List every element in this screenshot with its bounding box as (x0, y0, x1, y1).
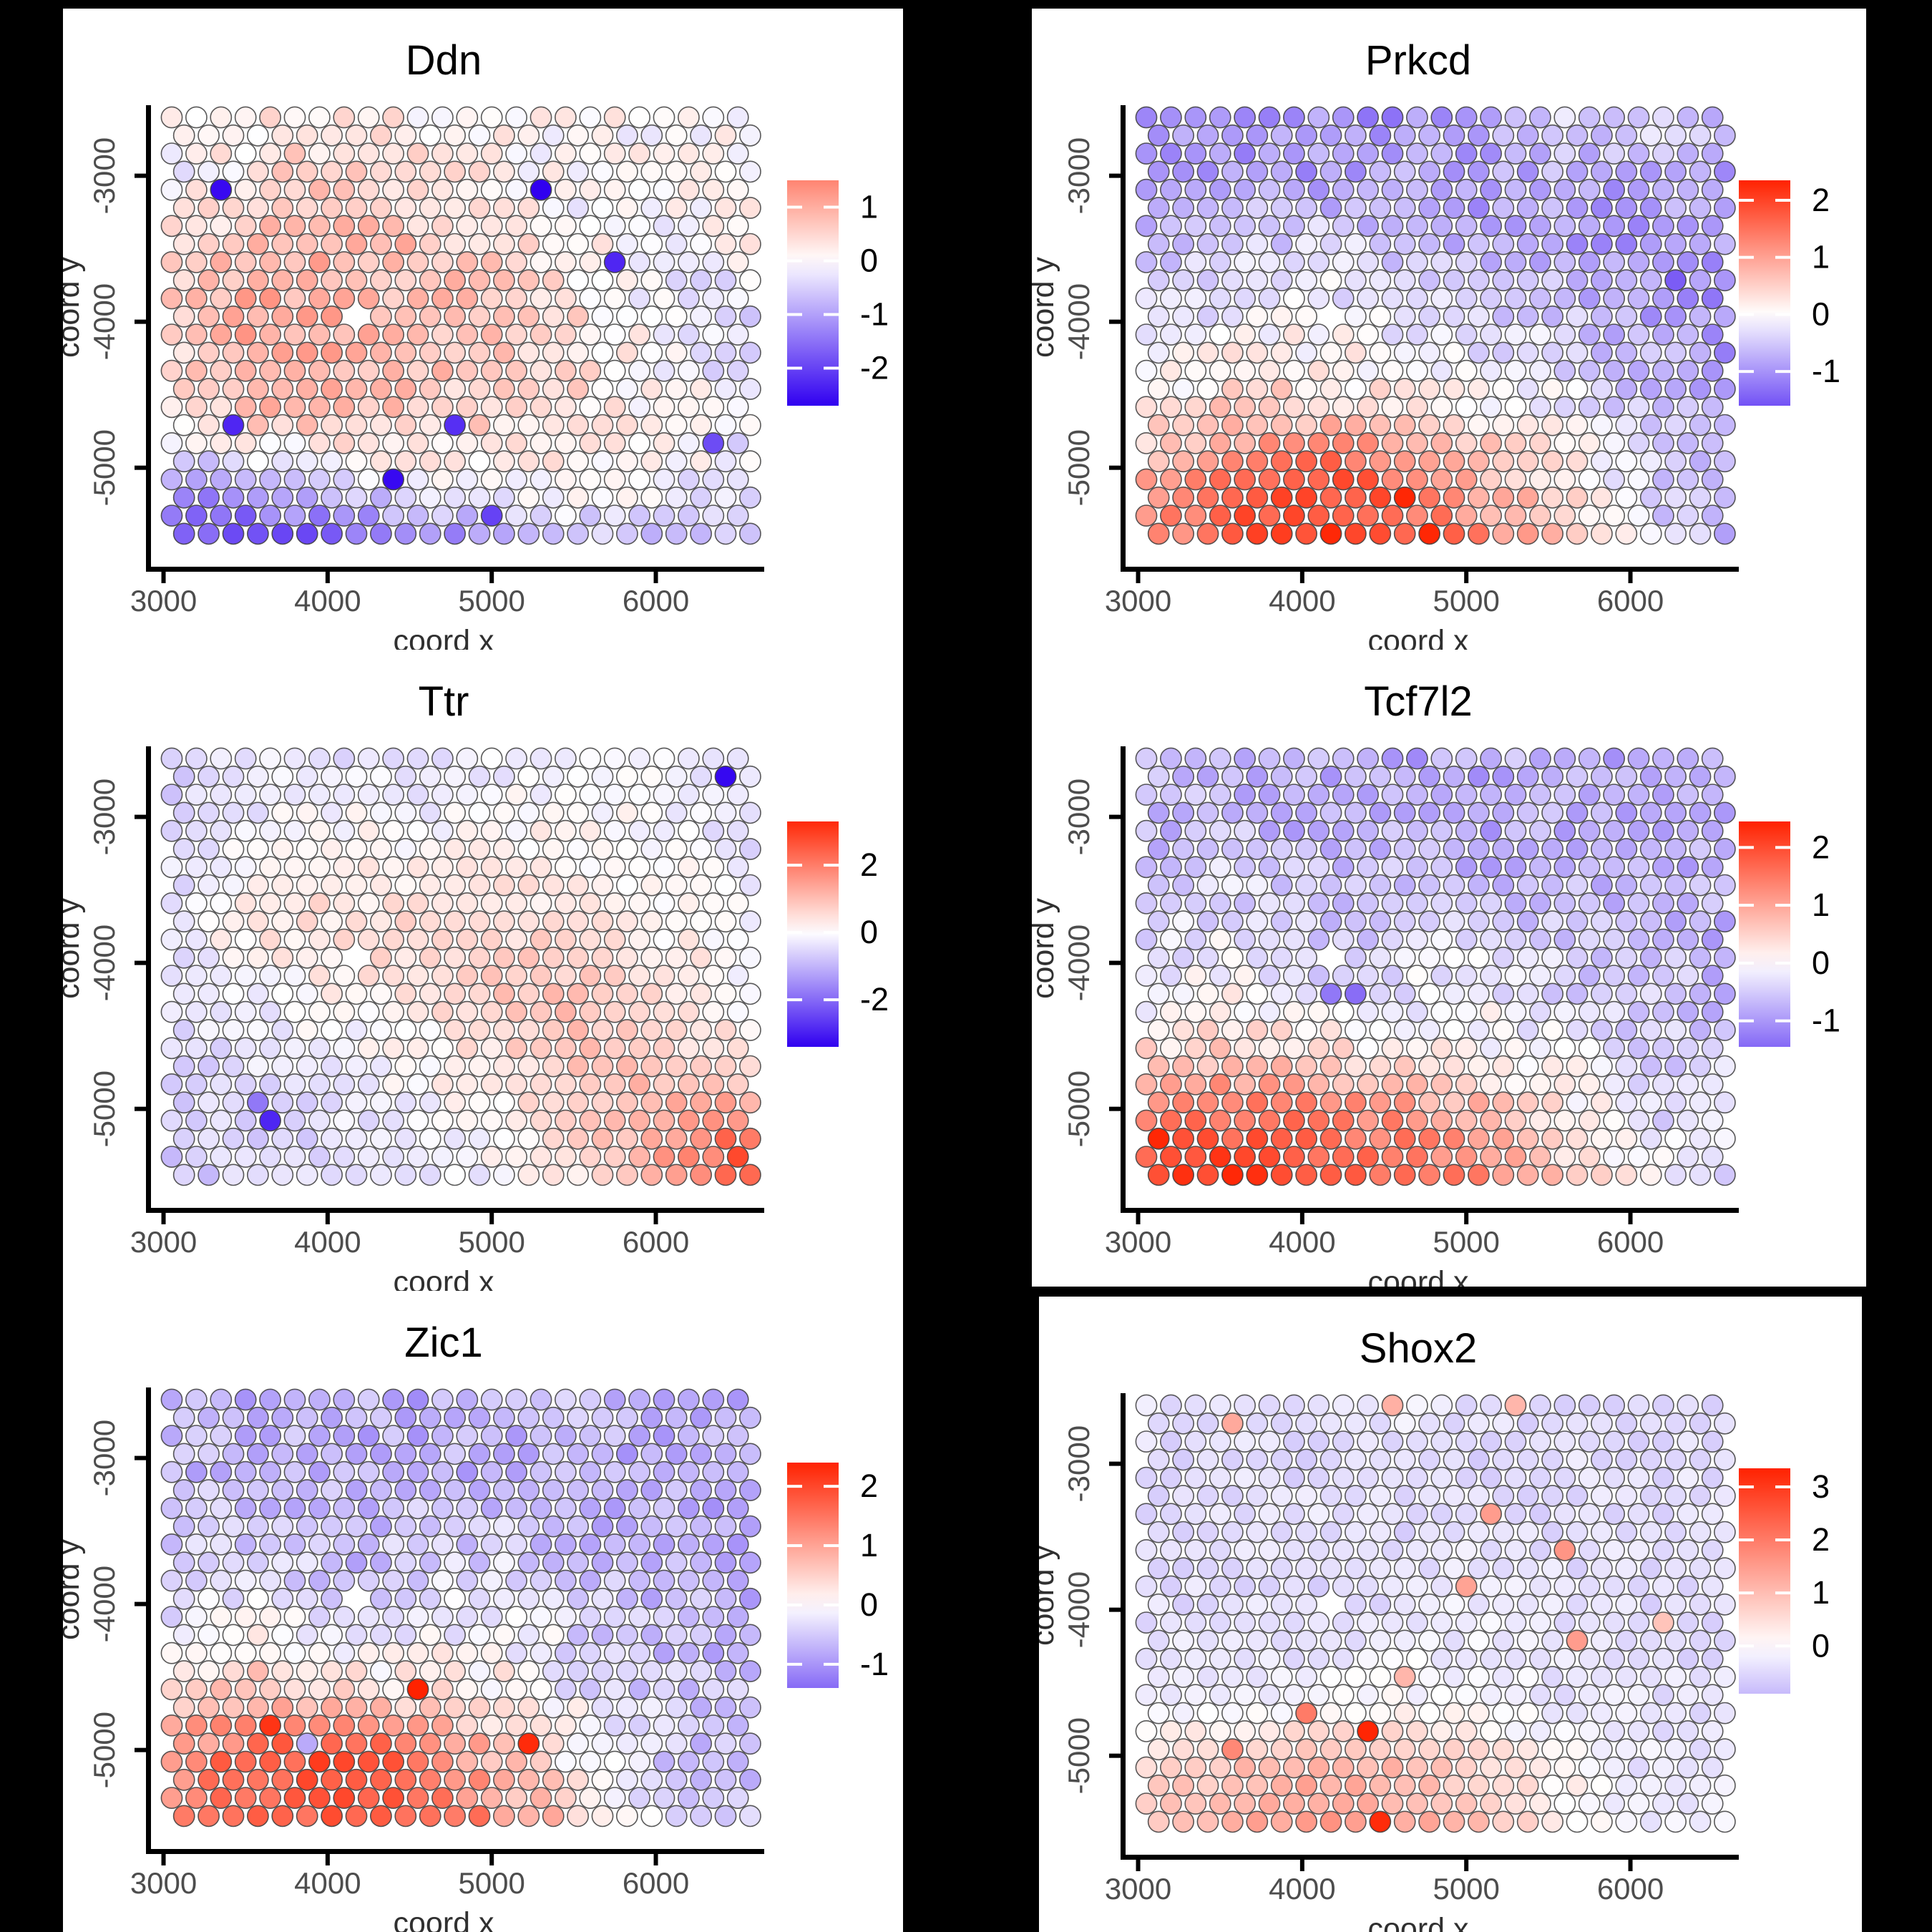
svg-text:-3000: -3000 (1062, 779, 1096, 855)
svg-text:-4000: -4000 (1062, 283, 1096, 360)
svg-text:2: 2 (860, 847, 878, 883)
panel-shox2: 3000 4000 5000 6000 -3000 -4000 -5000 3 2 1 0 Shox… (1039, 1297, 1862, 1932)
y-axis-label: coord y (63, 256, 86, 358)
svg-text:4000: 4000 (294, 1866, 361, 1900)
svg-text:4000: 4000 (1269, 584, 1335, 618)
svg-text:1: 1 (1812, 887, 1830, 923)
page-title: Ttr (419, 678, 469, 725)
svg-text:2: 2 (1812, 1521, 1830, 1558)
svg-text:6000: 6000 (1597, 1872, 1664, 1906)
panel-tcf7l2: 3000 4000 5000 6000 -3000 -4000 -5000 2 1 0 -1 Tcf… (1032, 650, 1866, 1287)
svg-text:6000: 6000 (1597, 1225, 1664, 1259)
svg-text:-4000: -4000 (87, 924, 121, 1001)
y-axis-label: coord y (63, 1538, 86, 1640)
page-title: Ddn (406, 37, 482, 84)
svg-text:4000: 4000 (1269, 1225, 1335, 1259)
svg-text:-3000: -3000 (1062, 1425, 1096, 1502)
svg-text:3000: 3000 (130, 1866, 197, 1900)
svg-text:-5000: -5000 (87, 1712, 121, 1788)
svg-text:-4000: -4000 (1062, 1571, 1096, 1648)
svg-text:3: 3 (1812, 1468, 1830, 1505)
svg-text:-3000: -3000 (87, 137, 121, 214)
svg-text:-3000: -3000 (87, 1420, 121, 1496)
shox2-plot: 3000 4000 5000 6000 -3000 -4000 -5000 3 2 1 0 Shox… (1039, 1325, 1830, 1932)
svg-text:3000: 3000 (130, 584, 197, 618)
x-axis-label: coord x (1367, 624, 1469, 650)
svg-text:5000: 5000 (1433, 1872, 1499, 1906)
y-axis-label: coord y (63, 897, 86, 999)
svg-text:2: 2 (1812, 182, 1830, 218)
svg-text:-5000: -5000 (1062, 1717, 1096, 1794)
svg-text:1: 1 (860, 189, 878, 225)
svg-text:5000: 5000 (1433, 1225, 1499, 1259)
svg-text:2: 2 (1812, 829, 1830, 865)
svg-text:0: 0 (860, 1586, 878, 1623)
y-axis-label: coord y (1032, 897, 1060, 999)
page-title: Shox2 (1360, 1325, 1477, 1372)
svg-text:-2: -2 (860, 981, 889, 1018)
svg-text:4000: 4000 (1269, 1872, 1335, 1906)
svg-text:5000: 5000 (458, 1866, 525, 1900)
y-axis-label: coord y (1032, 256, 1060, 358)
x-axis-label: coord x (393, 624, 494, 650)
svg-text:5000: 5000 (458, 1225, 525, 1259)
svg-text:5000: 5000 (1433, 584, 1499, 618)
x-axis-label: coord x (393, 1906, 494, 1932)
svg-text:-2: -2 (860, 350, 889, 386)
ddn-plot: 3000 4000 5000 6000 -3000 -4000 -5000 1 0 -1 -2 Dd… (63, 37, 889, 650)
y-axis-label: coord y (1039, 1544, 1060, 1646)
x-axis-label: coord x (1367, 1912, 1469, 1932)
svg-text:0: 0 (1812, 945, 1830, 981)
page-title: Tcf7l2 (1364, 678, 1473, 725)
svg-text:-1: -1 (1812, 353, 1840, 389)
svg-text:-1: -1 (860, 296, 889, 333)
svg-text:4000: 4000 (294, 584, 361, 618)
svg-text:-3000: -3000 (1062, 137, 1096, 214)
svg-text:3000: 3000 (130, 1225, 197, 1259)
page-title: Zic1 (404, 1319, 483, 1366)
svg-text:-4000: -4000 (1062, 924, 1096, 1001)
svg-text:-5000: -5000 (87, 429, 121, 506)
tcf7l2-plot: 3000 4000 5000 6000 -3000 -4000 -5000 2 1 0 -1 Tcf… (1032, 678, 1840, 1287)
x-axis-label: coord x (1367, 1265, 1469, 1287)
svg-text:3000: 3000 (1105, 1225, 1171, 1259)
svg-text:-1: -1 (860, 1646, 889, 1682)
svg-text:1: 1 (1812, 239, 1830, 275)
svg-text:-4000: -4000 (87, 1566, 121, 1642)
svg-text:0: 0 (860, 914, 878, 950)
panel-ttr: 3000 4000 5000 6000 -3000 -4000 -5000 2 0 -2 Ttr … (63, 650, 903, 1291)
svg-text:6000: 6000 (623, 584, 689, 618)
svg-text:-1: -1 (1812, 1002, 1840, 1039)
svg-text:2: 2 (860, 1468, 878, 1504)
panel-zic1: 3000 4000 5000 6000 -3000 -4000 -5000 2 1 0 -1 Zic… (63, 1291, 903, 1932)
svg-text:3000: 3000 (1105, 584, 1171, 618)
svg-text:3000: 3000 (1105, 1872, 1171, 1906)
panel-prkcd: 3000 4000 5000 6000 -3000 -4000 -5000 2 1 0 -1 Prk… (1032, 9, 1866, 650)
svg-text:-5000: -5000 (1062, 429, 1096, 506)
svg-text:0: 0 (860, 243, 878, 279)
svg-text:-5000: -5000 (1062, 1070, 1096, 1147)
svg-text:-4000: -4000 (87, 283, 121, 360)
svg-text:6000: 6000 (1597, 584, 1664, 618)
page-title: Prkcd (1365, 37, 1471, 84)
svg-text:-5000: -5000 (87, 1070, 121, 1147)
svg-text:4000: 4000 (294, 1225, 361, 1259)
svg-text:0: 0 (1812, 1627, 1830, 1664)
svg-text:1: 1 (860, 1527, 878, 1563)
svg-text:0: 0 (1812, 296, 1830, 332)
svg-text:1: 1 (1812, 1574, 1830, 1611)
svg-text:-3000: -3000 (87, 779, 121, 855)
svg-text:6000: 6000 (623, 1225, 689, 1259)
x-axis-label: coord x (393, 1265, 494, 1291)
svg-text:6000: 6000 (623, 1866, 689, 1900)
svg-text:5000: 5000 (458, 584, 525, 618)
zic1-plot: 3000 4000 5000 6000 -3000 -4000 -5000 2 1 0 -1 Zic… (63, 1319, 889, 1932)
panel-ddn: 3000 4000 5000 6000 -3000 -4000 -5000 1 0 -1 -2 Dd… (63, 9, 903, 650)
prkcd-plot: 3000 4000 5000 6000 -3000 -4000 -5000 2 1 0 -1 Prk… (1032, 37, 1840, 650)
